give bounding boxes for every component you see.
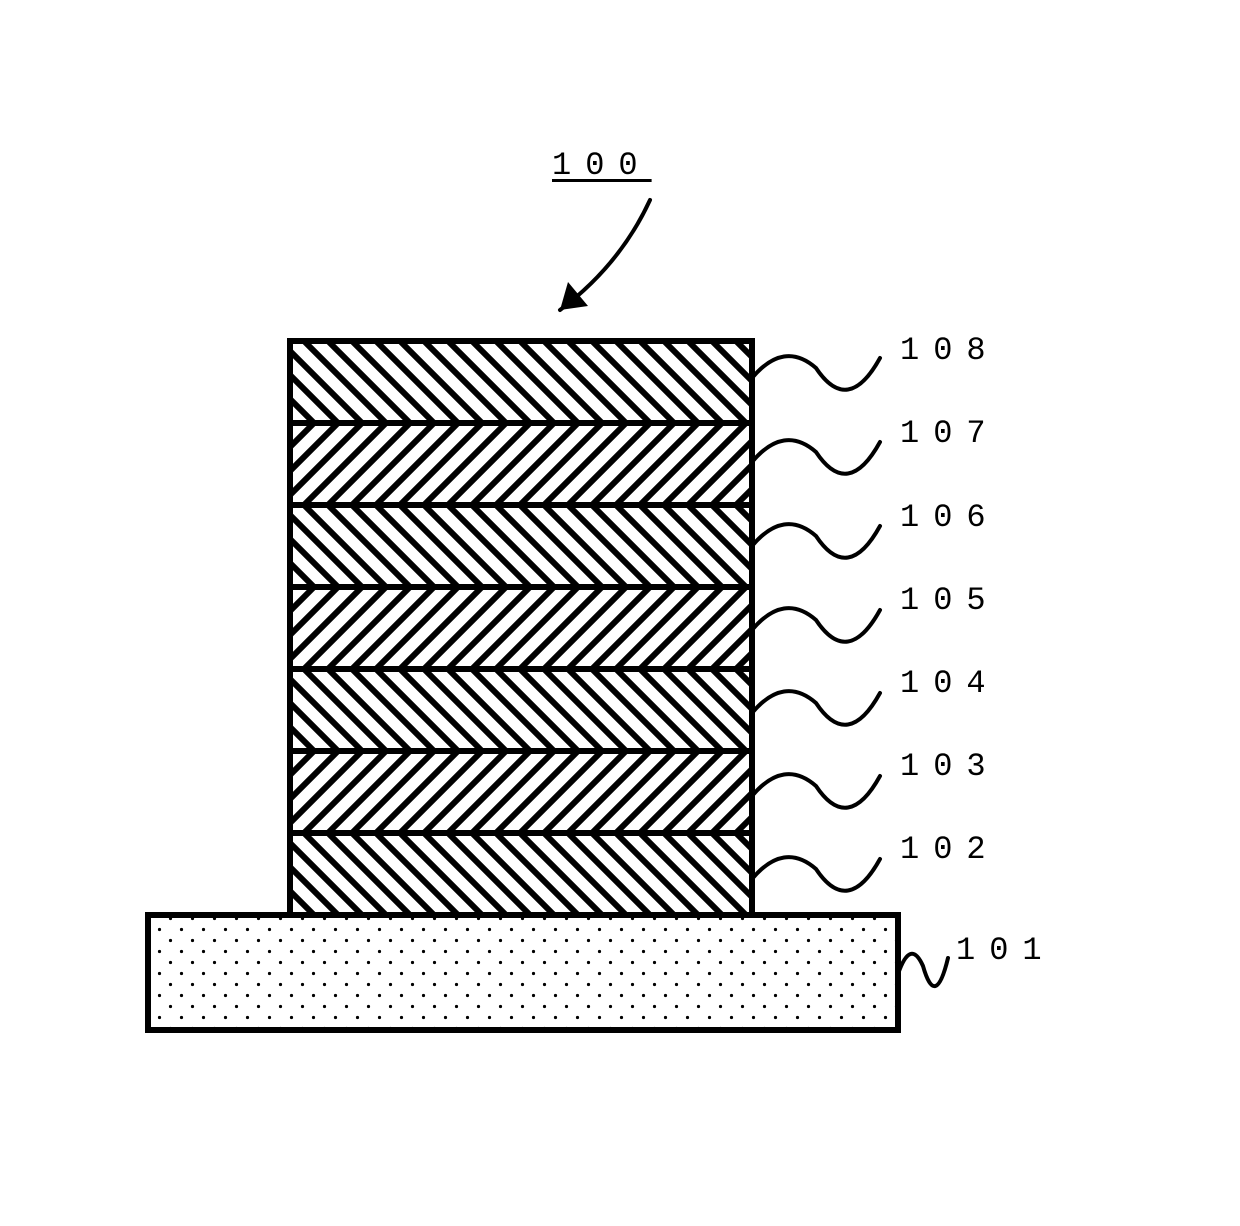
stack-layer-104 — [208, 669, 914, 751]
diagram-canvas: 100 108 107 106 105 104 103 102 101 — [0, 0, 1240, 1226]
layer-label: 103 — [900, 751, 1000, 783]
assembly-label: 100 — [552, 150, 652, 182]
stack-layer-103 — [208, 751, 914, 833]
layer-label: 108 — [900, 335, 1000, 367]
leader-line — [752, 857, 880, 891]
stack-layer-102 — [208, 833, 914, 915]
layer-label: 102 — [900, 834, 1000, 866]
stack-layer-106 — [208, 505, 914, 587]
layer-label: 105 — [900, 585, 1000, 617]
leader-line — [752, 524, 880, 558]
stack-layer-108 — [208, 341, 914, 423]
layer-label: 104 — [900, 668, 1000, 700]
leader-line — [752, 608, 880, 642]
layer-label: 106 — [900, 502, 1000, 534]
leader-line — [752, 691, 880, 725]
leader-line — [752, 774, 880, 808]
leader-line — [752, 356, 880, 390]
layer-label: 107 — [900, 418, 1000, 450]
leader-line — [898, 954, 948, 986]
layer-label: 101 — [956, 935, 1056, 967]
stack-layer-105 — [208, 587, 914, 669]
leader-line — [752, 440, 880, 474]
substrate-layer — [148, 915, 898, 1030]
title-arrow-head — [560, 282, 588, 310]
stack-layer-107 — [208, 423, 914, 505]
